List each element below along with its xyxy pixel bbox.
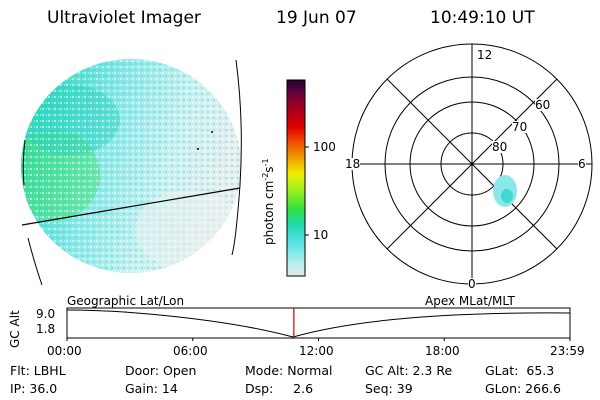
timeline-xtick-0600: 06:00	[173, 344, 208, 358]
info-mode: Mode: Normal	[245, 363, 333, 378]
colorbar-tick-10: 10	[313, 228, 329, 242]
date-label: 19 Jun 07	[276, 8, 357, 28]
timeline-label-geographic: Geographic Lat/Lon	[67, 294, 185, 308]
timeline-xtick-0000: 00:00	[47, 344, 82, 358]
instrument-title: Ultraviolet Imager	[47, 8, 201, 28]
mlat-label-60: 60	[535, 98, 551, 112]
timeline-frame	[66, 307, 571, 339]
earth-disk	[21, 59, 241, 273]
colorbar-tick-100: 100	[313, 140, 336, 154]
timeline-ytick-9: 9.0	[36, 307, 56, 321]
limb-arc-upper-left	[22, 139, 26, 186]
info-gc-alt: GC Alt: 2.3 Re	[365, 363, 453, 378]
info-ip: IP: 36.0	[10, 381, 58, 396]
info-dsp: Dsp: 2.6	[245, 381, 314, 396]
mlt-label-12: 12	[477, 48, 493, 62]
info-glat: GLat: 65.3	[485, 363, 555, 378]
info-seq: Seq: 39	[365, 381, 413, 396]
terminator-line	[21, 187, 241, 226]
colorbar-gradient	[286, 79, 306, 277]
timeline-xtick-1800: 18:00	[425, 344, 460, 358]
info-door: Door: Open	[125, 363, 197, 378]
auroral-patch	[493, 175, 517, 207]
limb-arc-right	[231, 59, 242, 256]
timeline-xtick-2359: 23:59	[550, 344, 585, 358]
mlat-label-70: 70	[512, 120, 528, 134]
mlt-label-6: 6	[578, 157, 586, 171]
info-glon: GLon: 266.6	[485, 381, 561, 396]
timeline-xtick-1200: 12:00	[299, 344, 334, 358]
mlt-label-0: 0	[468, 277, 476, 291]
time-label: 10:49:10 UT	[430, 8, 535, 28]
mlt-label-18: 18	[345, 157, 361, 171]
timeline-ytick-1-8: 1.8	[36, 322, 56, 336]
mlat-label-80: 80	[492, 140, 508, 154]
altitude-curve	[66, 309, 571, 338]
limb-arc-left	[27, 237, 43, 286]
info-filter: Flt: LBHL	[10, 363, 66, 378]
timeline-label-apex: Apex MLat/MLT	[425, 294, 515, 308]
info-gain: Gain: 14	[125, 381, 178, 396]
